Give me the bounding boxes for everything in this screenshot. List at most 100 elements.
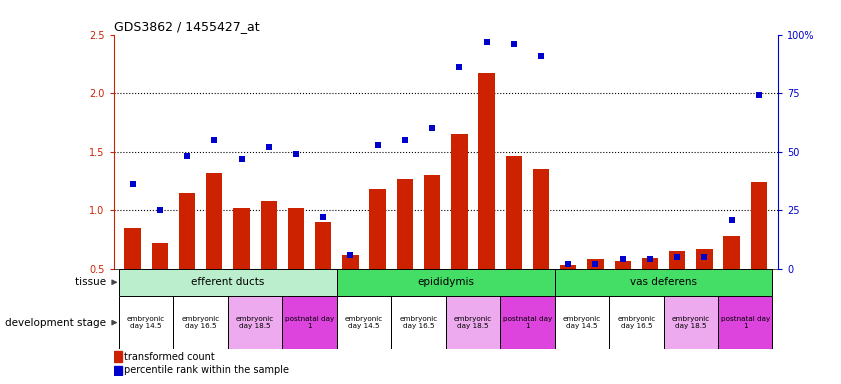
Bar: [424, 175, 441, 269]
Bar: [479, 73, 495, 269]
Bar: [505, 156, 522, 269]
Text: efferent ducts: efferent ducts: [191, 277, 265, 287]
Bar: [233, 208, 250, 269]
Bar: [114, 351, 121, 362]
Bar: [500, 296, 555, 349]
Bar: [173, 296, 228, 349]
Bar: [718, 296, 773, 349]
Point: [452, 64, 466, 70]
Bar: [119, 269, 336, 296]
Point: [589, 261, 602, 267]
Text: GDS3862 / 1455427_at: GDS3862 / 1455427_at: [114, 20, 259, 33]
Bar: [391, 296, 446, 349]
Bar: [560, 265, 576, 269]
Text: embryonic
day 14.5: embryonic day 14.5: [345, 316, 383, 329]
Bar: [261, 201, 277, 269]
Bar: [119, 296, 173, 349]
Bar: [119, 269, 336, 296]
Bar: [751, 182, 767, 269]
Bar: [173, 296, 228, 349]
Bar: [228, 296, 283, 349]
Point: [316, 214, 330, 220]
Bar: [555, 269, 773, 296]
Bar: [446, 296, 500, 349]
Bar: [555, 269, 773, 296]
Bar: [642, 258, 659, 269]
Text: transformed count: transformed count: [124, 352, 215, 362]
Point: [507, 41, 521, 47]
Text: embryonic
day 18.5: embryonic day 18.5: [236, 316, 274, 329]
Point: [698, 254, 711, 260]
Point: [235, 156, 248, 162]
Bar: [228, 296, 283, 349]
Bar: [369, 189, 386, 269]
Bar: [696, 249, 712, 269]
Bar: [451, 134, 468, 269]
Point: [153, 207, 167, 214]
Bar: [336, 269, 555, 296]
Bar: [336, 296, 391, 349]
Bar: [609, 296, 664, 349]
Bar: [615, 261, 631, 269]
Point: [126, 181, 140, 187]
Bar: [124, 228, 140, 269]
Text: tissue: tissue: [75, 277, 109, 287]
Bar: [151, 243, 168, 269]
Text: embryonic
day 16.5: embryonic day 16.5: [617, 316, 655, 329]
Text: epididymis: epididymis: [417, 277, 474, 287]
Text: vas deferens: vas deferens: [630, 277, 697, 287]
Point: [616, 257, 629, 263]
Bar: [555, 296, 609, 349]
Text: embryonic
day 14.5: embryonic day 14.5: [127, 316, 166, 329]
Bar: [283, 296, 336, 349]
Bar: [342, 255, 358, 269]
Point: [371, 142, 384, 148]
Bar: [664, 296, 718, 349]
Bar: [283, 296, 336, 349]
Bar: [336, 269, 555, 296]
Text: percentile rank within the sample: percentile rank within the sample: [124, 366, 289, 376]
Point: [344, 252, 357, 258]
Bar: [119, 296, 173, 349]
Bar: [206, 173, 223, 269]
Point: [643, 257, 657, 263]
Point: [208, 137, 221, 143]
Bar: [718, 296, 773, 349]
Point: [262, 144, 276, 150]
Point: [180, 153, 193, 159]
Point: [725, 217, 738, 223]
Bar: [179, 193, 195, 269]
Bar: [446, 296, 500, 349]
Bar: [609, 296, 664, 349]
Bar: [114, 366, 121, 375]
Text: postnatal day
1: postnatal day 1: [503, 316, 552, 329]
Point: [289, 151, 303, 157]
Text: embryonic
day 18.5: embryonic day 18.5: [454, 316, 492, 329]
Bar: [723, 236, 740, 269]
Bar: [391, 296, 446, 349]
Bar: [500, 296, 555, 349]
Text: postnatal day
1: postnatal day 1: [285, 316, 334, 329]
Text: embryonic
day 14.5: embryonic day 14.5: [563, 316, 601, 329]
Point: [398, 137, 411, 143]
Bar: [397, 179, 413, 269]
Bar: [288, 208, 304, 269]
Bar: [555, 296, 609, 349]
Point: [480, 38, 494, 45]
Text: embryonic
day 16.5: embryonic day 16.5: [399, 316, 437, 329]
Point: [670, 254, 684, 260]
Bar: [664, 296, 718, 349]
Point: [534, 53, 547, 59]
Bar: [533, 169, 549, 269]
Text: postnatal day
1: postnatal day 1: [721, 316, 770, 329]
Text: embryonic
day 16.5: embryonic day 16.5: [182, 316, 220, 329]
Text: development stage: development stage: [5, 318, 109, 328]
Point: [562, 261, 575, 267]
Point: [426, 125, 439, 131]
Bar: [336, 296, 391, 349]
Bar: [669, 251, 685, 269]
Bar: [315, 222, 331, 269]
Point: [752, 93, 765, 99]
Bar: [587, 260, 604, 269]
Text: embryonic
day 18.5: embryonic day 18.5: [672, 316, 710, 329]
